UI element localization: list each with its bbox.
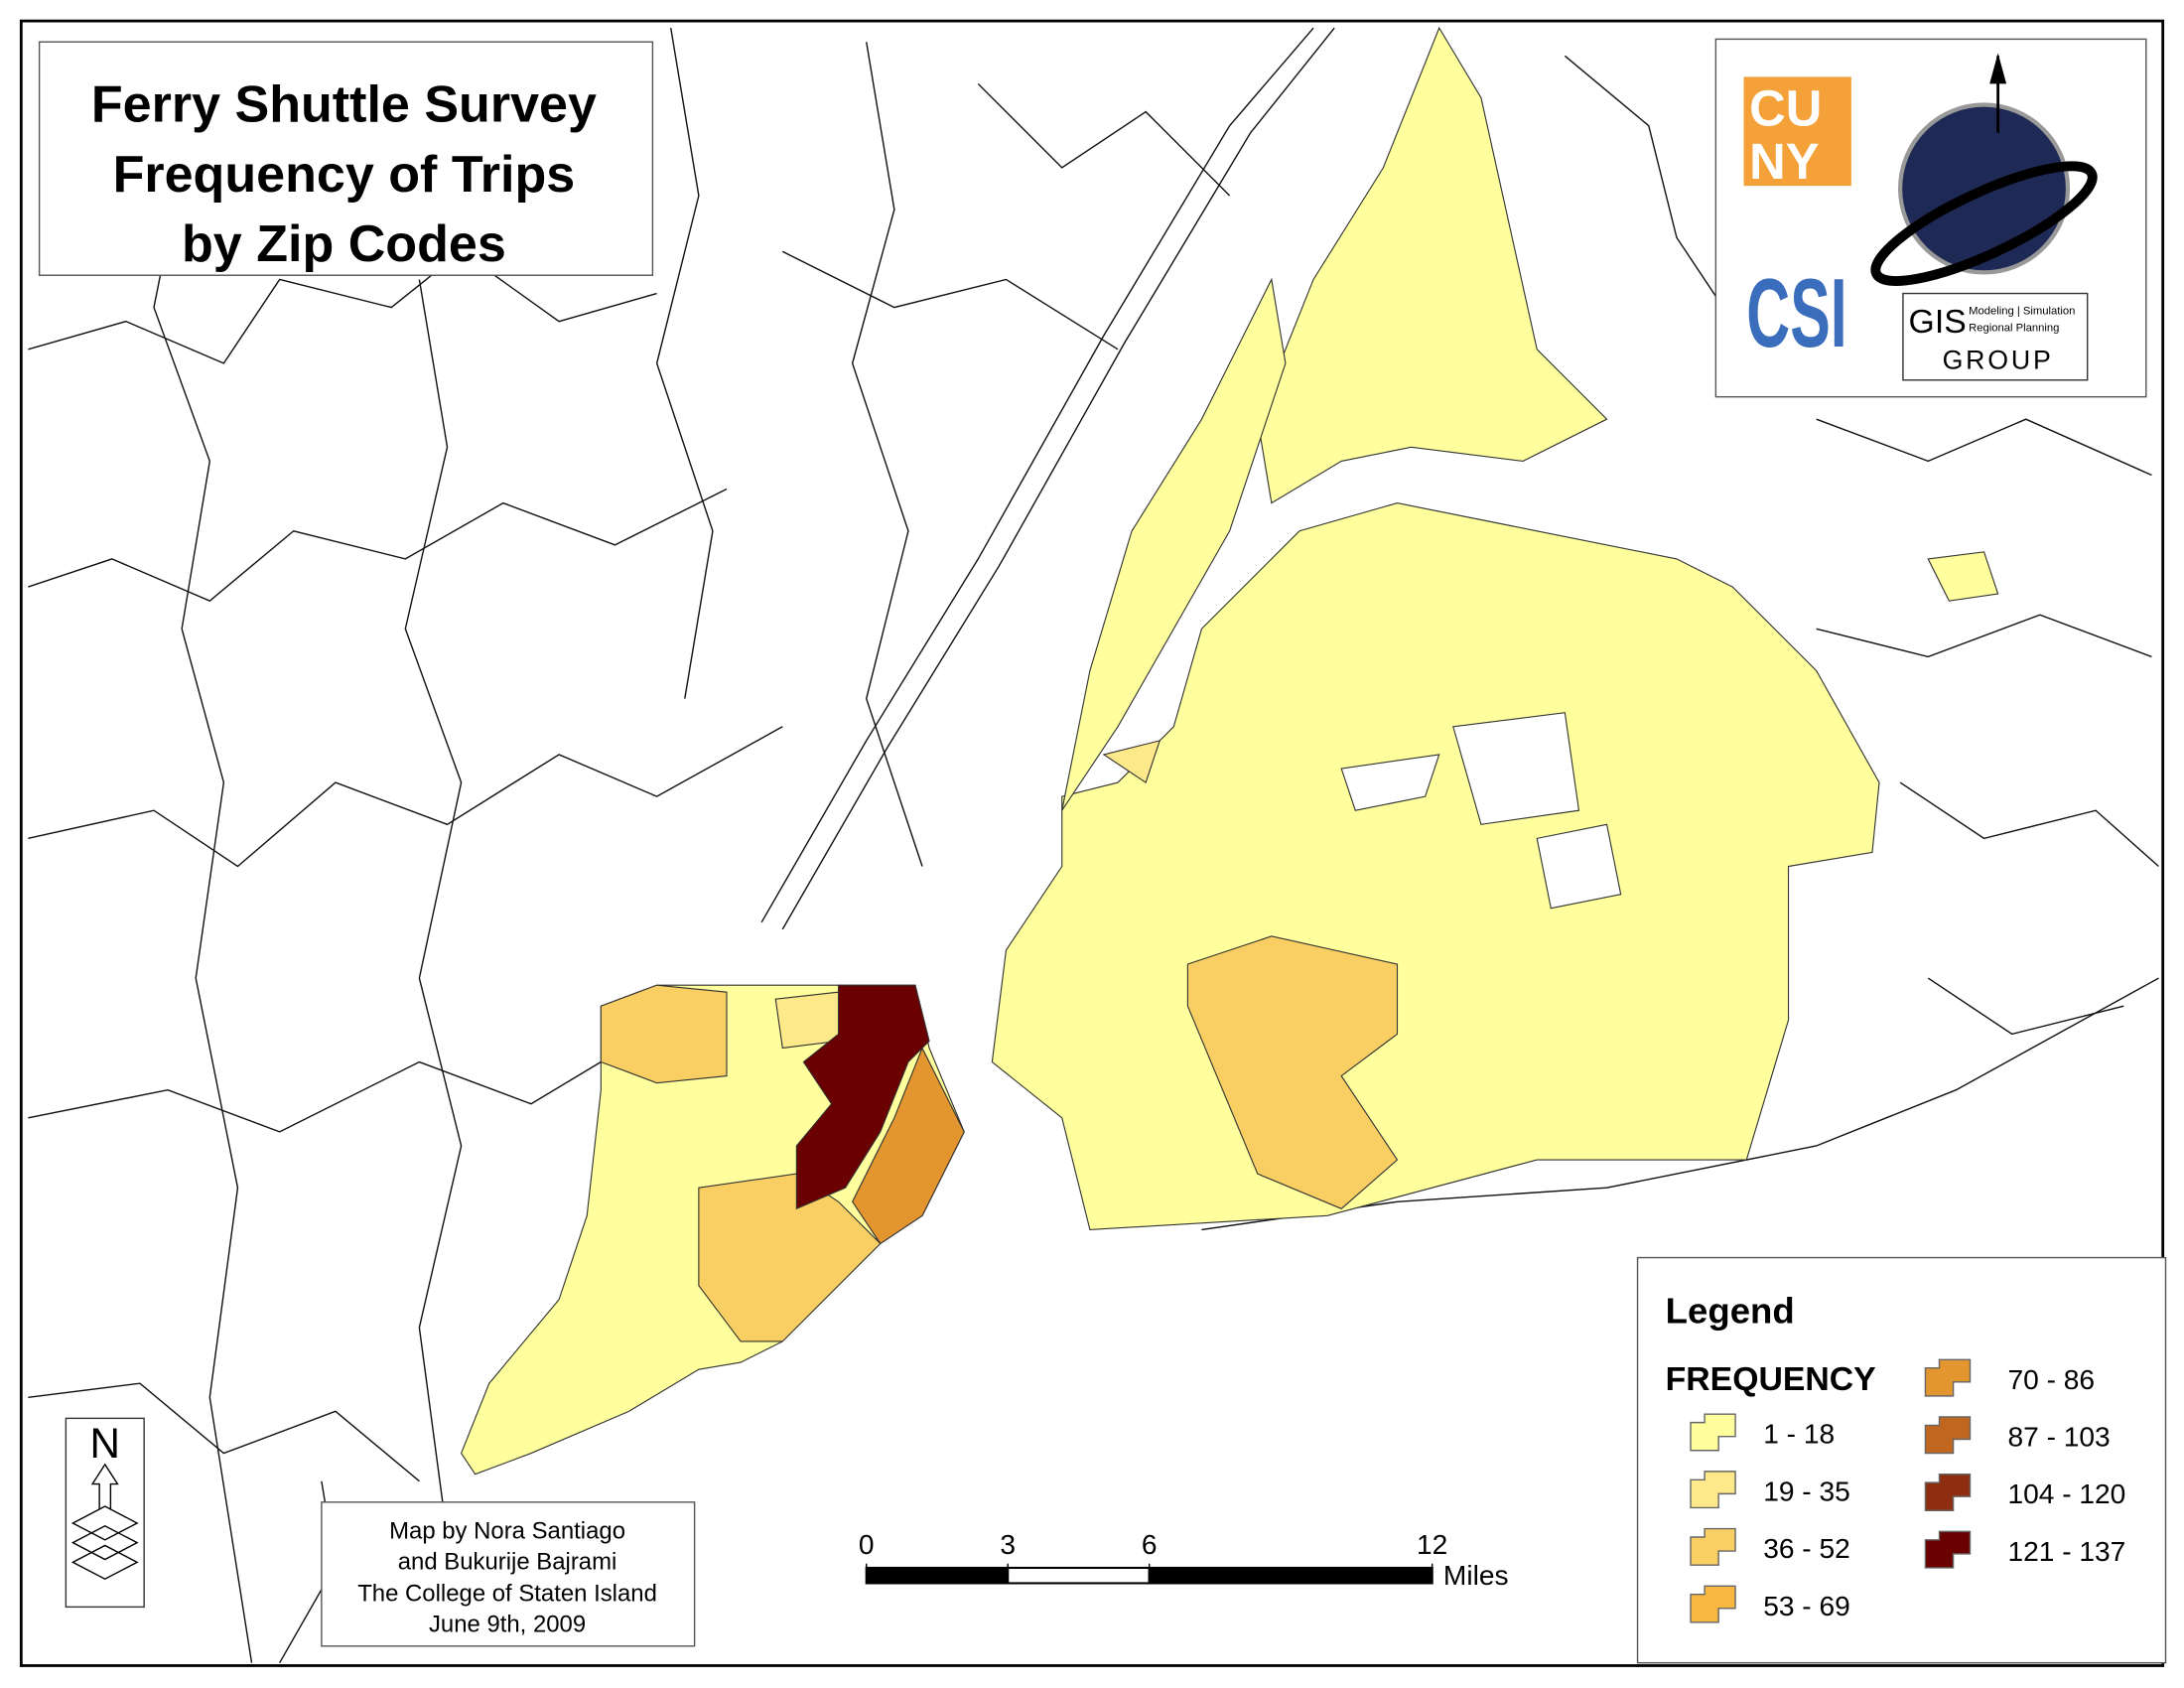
cuny-text: CU — [1749, 80, 1822, 137]
legend-swatch — [1924, 1358, 1972, 1397]
scale-segment — [1148, 1566, 1433, 1585]
scale-segment — [865, 1566, 1010, 1585]
gis-sub: Modeling | Simulation — [1969, 306, 2075, 318]
legend-swatch — [1924, 1530, 1972, 1569]
legend-swatch — [1690, 1527, 1736, 1566]
north-layers — [70, 1505, 139, 1581]
scale-bar: Miles 0 3 6 12 — [859, 1529, 1509, 1591]
scale-unit: Miles — [1443, 1560, 1509, 1591]
cuny-logo — [1743, 76, 1851, 187]
zip-regions — [460, 26, 1999, 1476]
credit-line: June 9th, 2009 — [429, 1612, 586, 1638]
north-label: N — [90, 1420, 120, 1467]
legend-subtitle: FREQUENCY — [1666, 1360, 1876, 1398]
credit-line: Map by Nora Santiago — [389, 1517, 625, 1544]
gis-frame — [1902, 292, 2089, 381]
credits-box: Map by Nora Santiago and Bukurije Bajram… — [321, 1501, 696, 1647]
scale-tick-label: 6 — [1142, 1529, 1158, 1560]
scale-segment — [1007, 1566, 1151, 1585]
title-line: Ferry Shuttle Survey — [91, 75, 597, 133]
gis-sub: Regional Planning — [1969, 323, 2059, 335]
cuny-text: NY — [1749, 133, 1819, 190]
legend-label: 104 - 120 — [2007, 1478, 2125, 1509]
legend-label: 53 - 69 — [1763, 1591, 1850, 1621]
legend-swatch — [1690, 1585, 1736, 1623]
basemap — [28, 27, 2159, 1664]
legend-label: 70 - 86 — [2007, 1364, 2095, 1395]
gis-group: GROUP — [1943, 346, 2054, 375]
title-line: by Zip Codes — [182, 215, 506, 273]
title-line: Frequency of Trips — [113, 146, 576, 204]
logo-box: CU NY CSI GIS Modeling | Simulation Regi… — [1714, 38, 2147, 398]
legend-swatch — [1690, 1471, 1736, 1509]
legend-swatch — [1924, 1473, 1972, 1511]
legend-label: 87 - 103 — [2007, 1422, 2110, 1453]
legend-title: Legend — [1666, 1291, 1795, 1332]
legend-label: 36 - 52 — [1763, 1533, 1850, 1564]
title-frame — [38, 41, 654, 276]
credits-frame — [321, 1501, 696, 1647]
title-box: Ferry Shuttle Survey Frequency of Trips … — [38, 41, 654, 276]
map-frame — [19, 19, 2165, 1667]
legend-swatch — [1690, 1413, 1736, 1452]
globe-arrow-head — [1989, 53, 2007, 84]
credit-line: The College of Staten Island — [357, 1581, 657, 1608]
legend-label: 19 - 35 — [1763, 1476, 1850, 1506]
north-arrow: N — [65, 1417, 145, 1609]
legend-label: 1 - 18 — [1763, 1419, 1835, 1450]
scale-tick-label: 0 — [859, 1529, 875, 1560]
globe-ring — [1870, 161, 2098, 286]
legend: Legend FREQUENCY 1 - 18 19 - 35 36 - 52 53 … — [1636, 1256, 2167, 1664]
credit-line: and Bukurije Bajrami — [398, 1548, 617, 1575]
scale-tick-label: 3 — [1000, 1529, 1016, 1560]
legend-label: 121 - 137 — [2007, 1536, 2125, 1567]
scale-tick-label: 12 — [1417, 1529, 1447, 1560]
legend-swatch — [1924, 1416, 1972, 1455]
csi-logo: CSI — [1746, 258, 1846, 367]
gis-name: GIS — [1909, 303, 1967, 341]
